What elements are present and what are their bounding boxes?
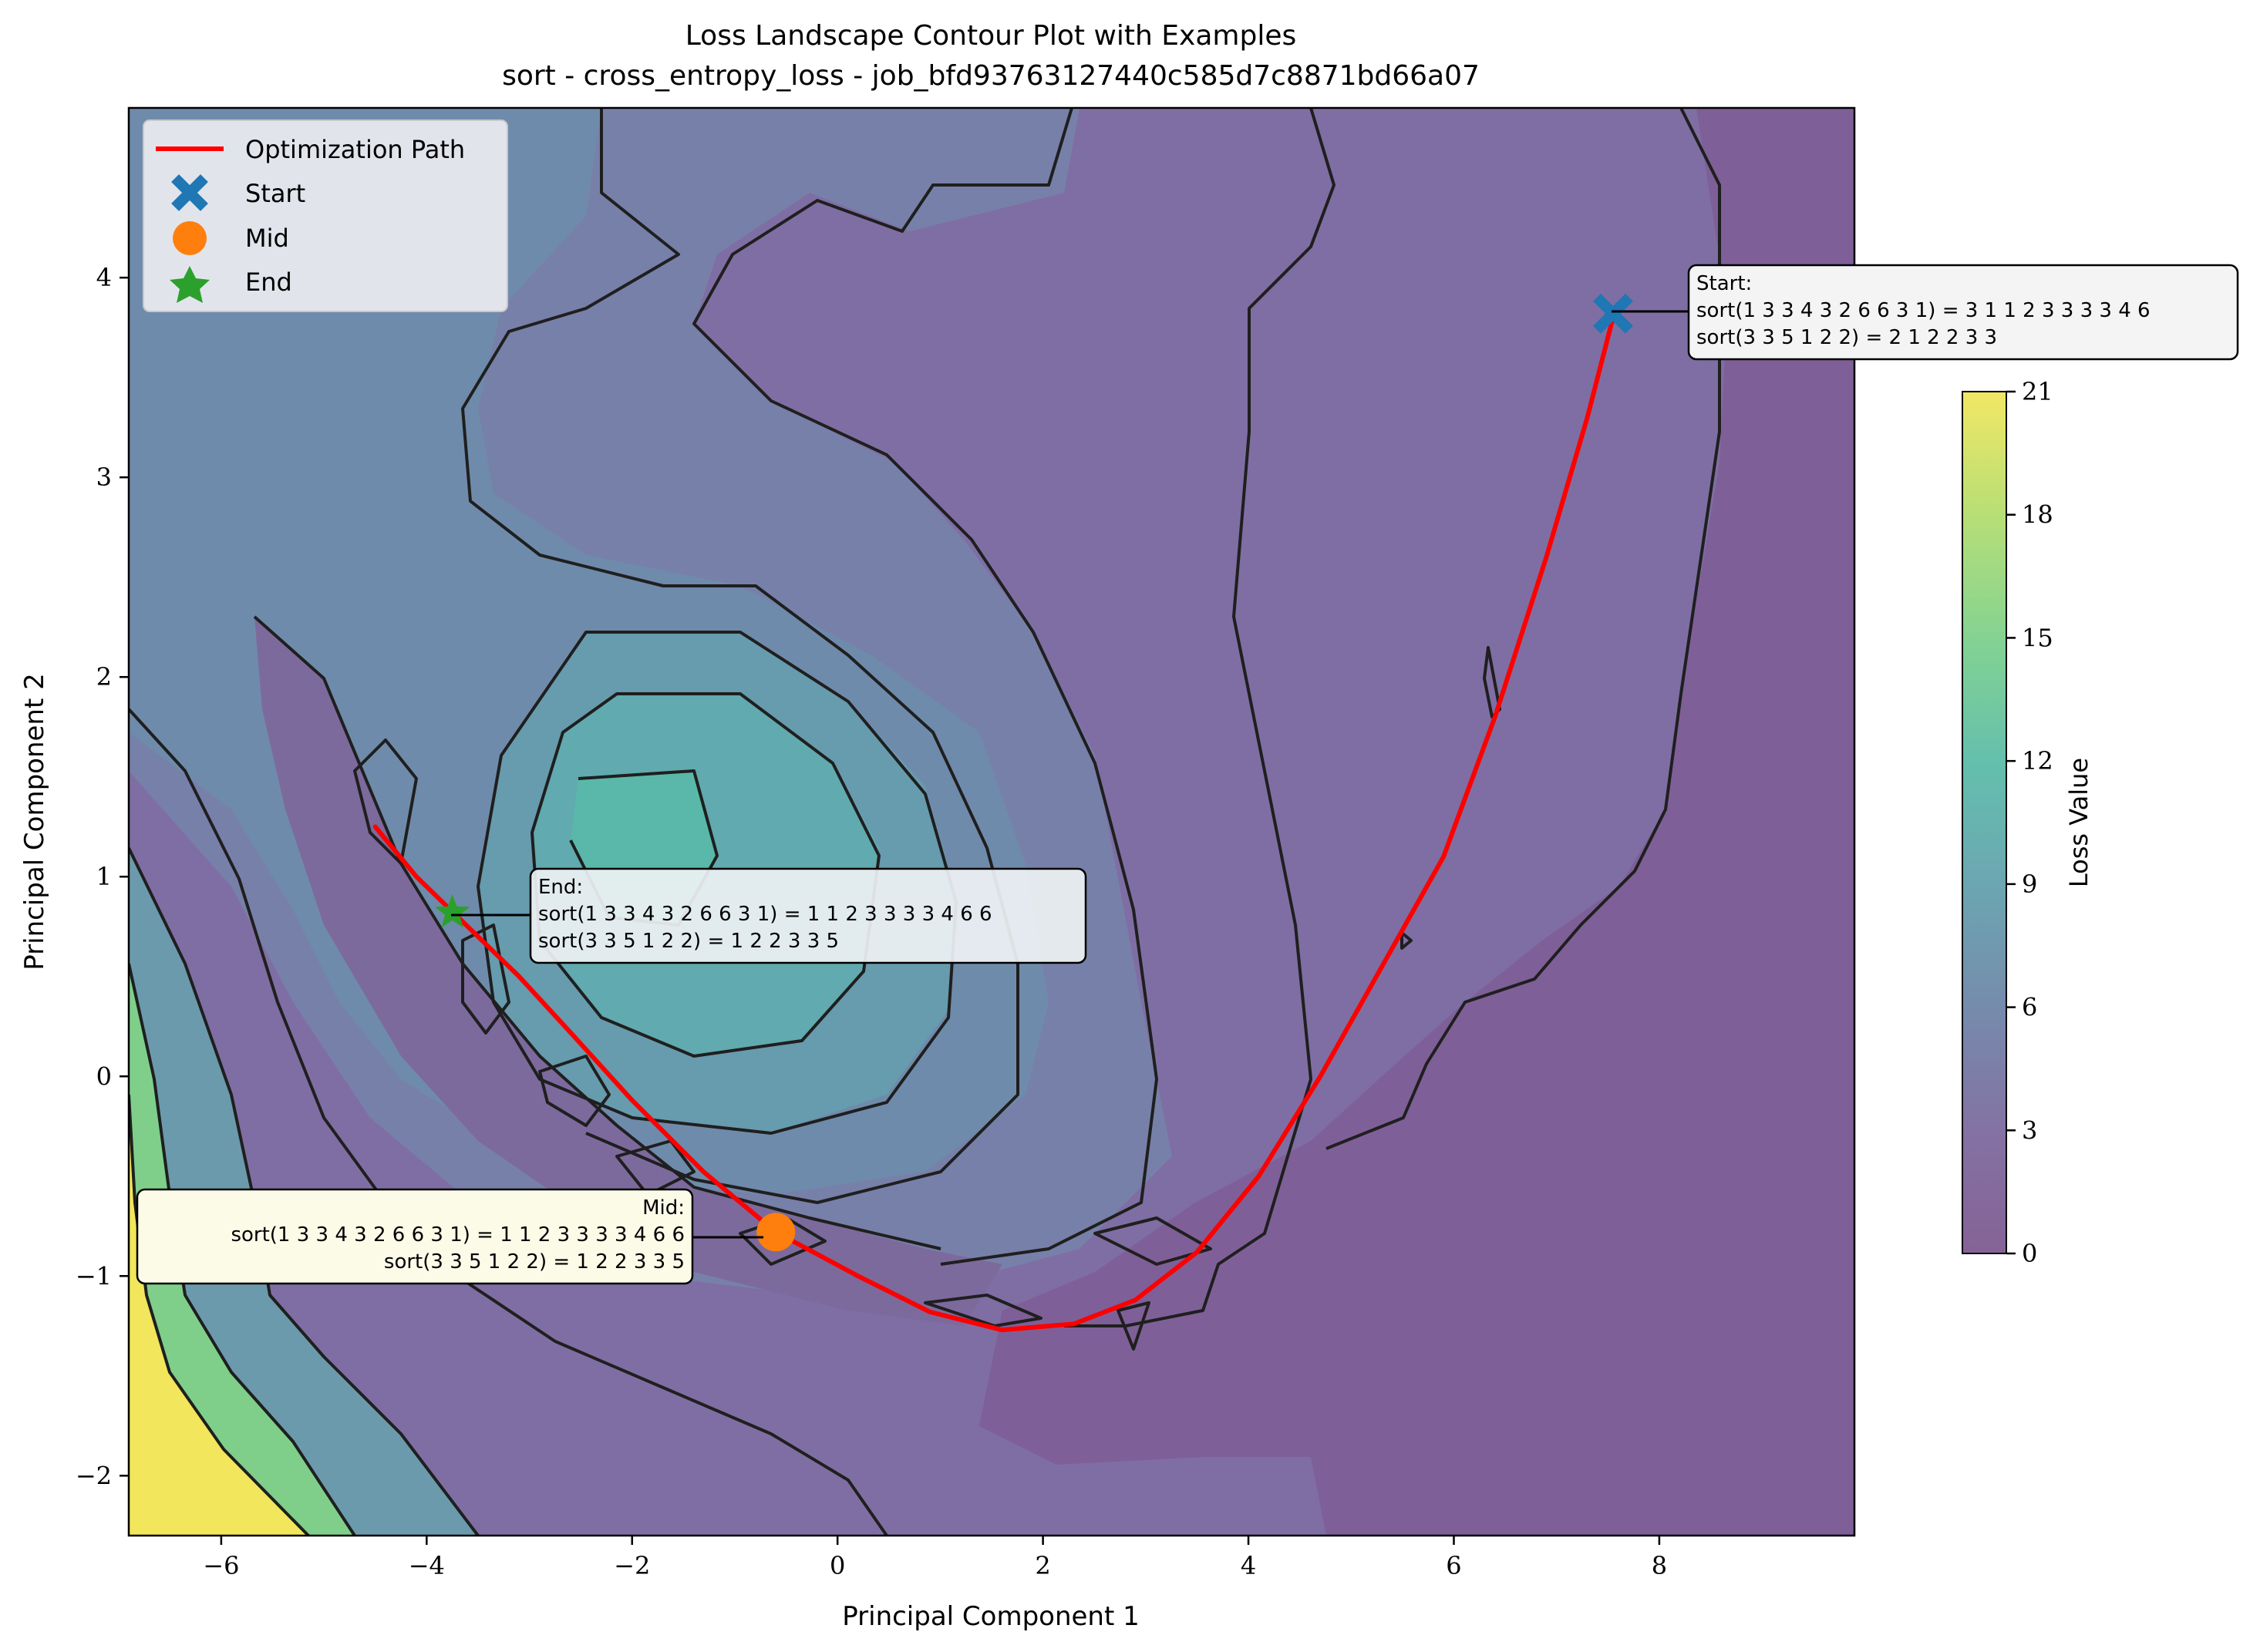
marker-mid bbox=[756, 1213, 796, 1252]
x-ticks: −6 −4 −2 0 2 4 6 8 bbox=[203, 1536, 1667, 1580]
x-tick-label: 0 bbox=[830, 1551, 845, 1580]
x-tick-label: −6 bbox=[203, 1551, 239, 1580]
legend-star-icon bbox=[170, 266, 210, 303]
contour-line-15 bbox=[538, 1055, 611, 1127]
x-tick-label: −4 bbox=[409, 1551, 445, 1580]
annotation-start-line-1: Start: bbox=[1696, 272, 1752, 295]
colorbar-gradient bbox=[1962, 391, 2007, 1254]
y-tick-label: −1 bbox=[76, 1261, 112, 1290]
contour-line-21 bbox=[1483, 646, 1501, 718]
annotation-mid-line-2: sort(1 3 3 4 3 2 6 6 3 1) = 1 1 2 3 3 3 … bbox=[231, 1223, 685, 1247]
annotation-end-line-3: sort(3 3 5 1 2 2) = 1 2 2 3 3 5 bbox=[538, 930, 839, 953]
colorbar-tick-label: 21 bbox=[2022, 377, 2053, 406]
annotation-mid-line-1: Mid: bbox=[642, 1196, 685, 1220]
legend-x-icon bbox=[171, 174, 208, 211]
optimization-path-line bbox=[372, 315, 1615, 1333]
annotation-mid: Mid: sort(1 3 3 4 3 2 6 6 3 1) = 1 1 2 3… bbox=[136, 1188, 763, 1285]
chart-title: Loss Landscape Contour Plot with Example… bbox=[685, 20, 1296, 52]
annotation-start-line-3: sort(3 3 5 1 2 2) = 2 1 2 2 3 3 bbox=[1696, 326, 1997, 349]
y-tick-label: 4 bbox=[96, 263, 112, 292]
y-tick-label: 3 bbox=[96, 463, 112, 492]
annotation-start-line-2: sort(1 3 3 4 3 2 6 6 3 1) = 3 1 1 2 3 3 … bbox=[1696, 299, 2151, 322]
contour-line-22 bbox=[1400, 931, 1413, 950]
marker-layer bbox=[434, 293, 1633, 1252]
legend-label-end: End bbox=[245, 267, 292, 297]
x-tick-label: 4 bbox=[1241, 1551, 1256, 1580]
legend-label-mid: Mid bbox=[245, 224, 289, 253]
contour-line-11 bbox=[129, 963, 356, 1536]
colorbar-tick-label: 3 bbox=[2022, 1115, 2037, 1145]
contour-line-4 bbox=[461, 108, 1019, 1204]
annotation-start-box bbox=[1687, 264, 2239, 361]
y-tick-label: 2 bbox=[96, 662, 112, 691]
contour-line-1 bbox=[1064, 108, 1336, 1327]
y-tick-label: 1 bbox=[96, 862, 112, 891]
legend-label-start: Start bbox=[245, 179, 305, 208]
plot-frame bbox=[127, 106, 1856, 1537]
contour-line-19 bbox=[1093, 1216, 1212, 1266]
annotation-start: Start: sort(1 3 3 4 3 2 6 6 3 1) = 3 1 1… bbox=[1612, 264, 2239, 361]
annotation-end-box bbox=[529, 867, 1087, 964]
chart-subtitle: sort - cross_entropy_loss - job_bfd93763… bbox=[502, 60, 1480, 92]
annotation-mid-line-3: sort(3 3 5 1 2 2) = 1 2 2 3 3 5 bbox=[384, 1250, 685, 1273]
legend-circle-icon bbox=[173, 221, 207, 255]
contour-band-valley-left bbox=[254, 617, 1002, 1326]
contour-line-5 bbox=[477, 631, 958, 1135]
x-tick-label: −2 bbox=[614, 1551, 650, 1580]
y-tick-label: −2 bbox=[76, 1461, 112, 1490]
legend-box bbox=[143, 119, 508, 312]
contour-line-3 bbox=[692, 108, 1158, 1266]
x-axis-label: Principal Component 1 bbox=[842, 1601, 1140, 1632]
annotation-mid-box bbox=[136, 1188, 694, 1285]
y-ticks: −2 −1 0 1 2 3 4 bbox=[76, 263, 129, 1490]
contour-line-14 bbox=[461, 924, 510, 1035]
y-tick-label: 0 bbox=[96, 1062, 112, 1091]
path-layer bbox=[372, 315, 1615, 1333]
y-axis-label: Principal Component 2 bbox=[19, 673, 50, 971]
colorbar: 0 3 6 9 12 15 18 21 Loss Value bbox=[1962, 377, 2093, 1268]
x-tick-label: 8 bbox=[1652, 1551, 1667, 1580]
marker-end bbox=[434, 893, 470, 928]
annotation-end-line-1: End: bbox=[538, 876, 583, 899]
contour-line-12 bbox=[129, 1094, 310, 1536]
marker-start bbox=[1593, 293, 1633, 334]
contour-line-6 bbox=[531, 692, 881, 1058]
x-tick-label: 2 bbox=[1035, 1551, 1050, 1580]
colorbar-tick-label: 9 bbox=[2022, 870, 2037, 899]
contour-line-8 bbox=[253, 615, 941, 1250]
colorbar-tick-label: 12 bbox=[2022, 746, 2053, 776]
contour-line-16 bbox=[615, 1139, 696, 1196]
legend-label-path: Optimization Path bbox=[245, 135, 465, 164]
contour-band-low-valley bbox=[979, 108, 1854, 1536]
annotation-end-line-2: sort(1 3 3 4 3 2 6 6 3 1) = 1 1 2 3 3 3 … bbox=[538, 903, 992, 926]
contour-band-edge-yellow bbox=[129, 1095, 308, 1536]
annotation-end: End: sort(1 3 3 4 3 2 6 6 3 1) = 1 1 2 3… bbox=[451, 867, 1087, 964]
legend: Optimization Path Start Mid End bbox=[143, 119, 508, 312]
contour-fill bbox=[129, 108, 1854, 1536]
colorbar-tick-label: 18 bbox=[2022, 500, 2053, 530]
x-tick-label: 6 bbox=[1446, 1551, 1461, 1580]
contour-line-18 bbox=[924, 1294, 1042, 1327]
colorbar-ticks: 0 3 6 9 12 15 18 21 bbox=[2006, 377, 2053, 1268]
colorbar-label: Loss Value bbox=[2064, 758, 2093, 887]
contour-line-13 bbox=[353, 739, 418, 865]
colorbar-tick-label: 0 bbox=[2022, 1239, 2037, 1268]
colorbar-tick-label: 15 bbox=[2022, 623, 2053, 652]
contour-line-20 bbox=[1117, 1301, 1150, 1351]
contour-line-2 bbox=[1325, 108, 1721, 1150]
colorbar-tick-label: 6 bbox=[2022, 993, 2037, 1022]
